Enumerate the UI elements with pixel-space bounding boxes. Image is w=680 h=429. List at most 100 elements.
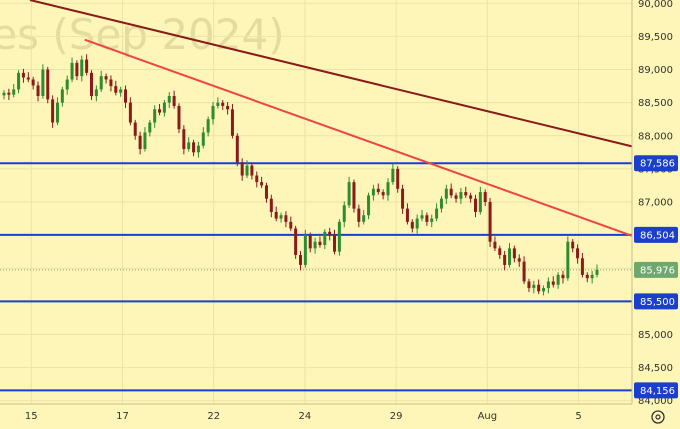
- candle-body: [172, 96, 176, 106]
- candle-body: [2, 92, 6, 96]
- y-tick-label: 87,000: [638, 198, 673, 209]
- candle-body: [386, 182, 390, 196]
- y-tick-label: 85,000: [638, 330, 673, 341]
- candle-body: [153, 109, 157, 123]
- candle-body: [177, 105, 181, 130]
- candle-body: [522, 261, 526, 282]
- candle-body: [342, 205, 346, 222]
- horizontal-levels: [0, 162, 632, 392]
- last-price-box: [634, 261, 678, 278]
- candle-body: [201, 132, 205, 146]
- y-tick-label: 84,500: [638, 363, 673, 374]
- candle-body: [70, 62, 74, 80]
- candles: [2, 54, 599, 296]
- candle-body: [357, 208, 361, 222]
- candle-body: [439, 198, 443, 209]
- y-tick-label: 84,000: [638, 396, 673, 407]
- candle-body: [226, 105, 230, 110]
- candle-body: [211, 105, 215, 120]
- candle-body: [488, 202, 492, 242]
- candle-body: [517, 258, 521, 262]
- level-label: 87,586: [640, 159, 675, 170]
- candle-body: [158, 109, 162, 113]
- y-tick-label: 89,000: [638, 65, 673, 76]
- settings-button[interactable]: [646, 407, 670, 427]
- candle-body: [206, 119, 210, 133]
- candle-body: [250, 165, 254, 176]
- level-label-box: [634, 382, 678, 399]
- candle-body: [478, 192, 482, 212]
- candle-body: [415, 218, 419, 229]
- candle-body: [308, 235, 312, 249]
- x-tick-label: 24: [299, 411, 312, 422]
- candle-body: [483, 192, 487, 202]
- trendline-outer: [29, 0, 633, 148]
- candle-body: [435, 208, 439, 219]
- candle-body: [391, 168, 395, 183]
- candle-body: [381, 192, 385, 196]
- candle-body: [31, 79, 35, 86]
- candle-body: [94, 89, 98, 97]
- level-labels: 87,586 86,504 85,500 84,156 85,976: [634, 155, 678, 399]
- candle-body: [85, 59, 89, 73]
- candle-body: [561, 274, 565, 279]
- level-label: 86,504: [640, 230, 675, 241]
- candle-body: [36, 85, 40, 97]
- x-tick-label: 29: [390, 411, 403, 422]
- candle-body: [585, 274, 589, 279]
- candle-body: [498, 248, 502, 255]
- candle-body: [51, 99, 55, 123]
- gear-icon[interactable]: [651, 410, 665, 424]
- candle-body: [367, 195, 371, 216]
- candle-body: [580, 258, 584, 275]
- candle-body: [192, 142, 196, 153]
- candle-body: [26, 77, 30, 80]
- level-label: 84,156: [640, 386, 675, 397]
- candle-body: [566, 241, 570, 279]
- candle-body: [405, 208, 409, 222]
- candle-body: [313, 241, 317, 249]
- candle-body: [449, 188, 453, 196]
- candle-body: [595, 269, 599, 275]
- candle-body: [420, 215, 424, 219]
- time-axis[interactable]: 15 17 22 24 29 Aug 5: [25, 411, 582, 422]
- candle-body: [148, 122, 152, 133]
- candle-body: [221, 102, 225, 106]
- candle-body: [337, 221, 341, 252]
- level-label-box: [634, 226, 678, 243]
- candle-body: [425, 215, 429, 222]
- candle-body: [362, 215, 366, 222]
- candle-body: [396, 168, 400, 189]
- candle-body: [255, 175, 259, 183]
- candle-body: [493, 241, 497, 249]
- candle-body: [167, 96, 171, 103]
- candle-body: [133, 122, 137, 136]
- candle-body: [109, 79, 113, 87]
- candle-body: [512, 248, 516, 259]
- candle-body: [333, 235, 337, 252]
- candle-body: [216, 102, 220, 106]
- candle-body: [46, 69, 50, 100]
- price-axis[interactable]: 90,00089,50089,00088,50088,00087,50087,0…: [638, 0, 673, 407]
- candle-body: [17, 72, 21, 90]
- candle-body: [410, 221, 414, 229]
- candle-body: [430, 218, 434, 222]
- candle-body: [235, 135, 239, 163]
- last-price-label: 85,976: [640, 265, 675, 276]
- trendline-inner: [84, 38, 633, 237]
- candle-body: [546, 281, 550, 289]
- candle-body: [114, 86, 118, 93]
- candle-body: [542, 288, 546, 292]
- candle-body: [55, 102, 59, 123]
- candle-body: [260, 182, 264, 186]
- candle-body: [464, 192, 468, 196]
- y-tick-label: 88,500: [638, 98, 673, 109]
- x-tick-label: 17: [116, 411, 129, 422]
- candle-body: [376, 188, 380, 193]
- candle-body: [571, 241, 575, 249]
- candle-body: [323, 231, 327, 246]
- candle-body: [347, 182, 351, 206]
- candle-body: [299, 254, 302, 265]
- candle-body: [143, 132, 147, 150]
